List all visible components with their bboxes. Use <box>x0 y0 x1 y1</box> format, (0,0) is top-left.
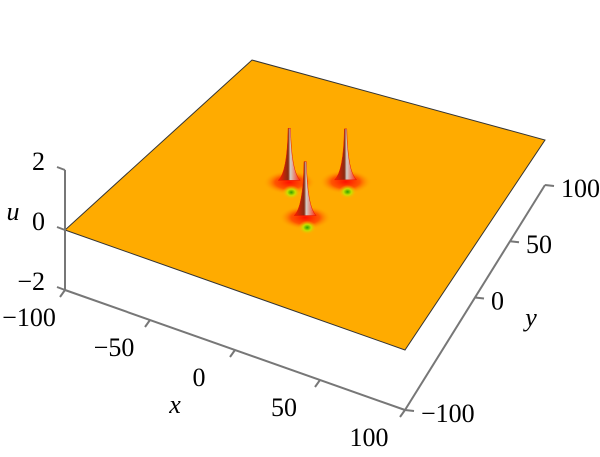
peak <box>277 127 301 181</box>
y-tick-label: 50 <box>526 230 552 259</box>
peak <box>333 128 358 181</box>
u-tick <box>56 286 66 291</box>
x-tick-label: 50 <box>271 393 297 422</box>
y-tick-label: −100 <box>421 399 475 428</box>
peak-dip <box>338 184 357 199</box>
x-tick-label: 0 <box>193 363 206 392</box>
y-tick <box>509 240 520 244</box>
peak <box>293 161 317 216</box>
u-tick-label: 0 <box>32 207 45 236</box>
y-tick-label: 100 <box>561 174 600 203</box>
y-tick <box>474 296 485 300</box>
x-tick <box>314 379 321 388</box>
peak-halo <box>319 169 372 194</box>
x-tick <box>229 349 236 358</box>
u-axis-label: u <box>7 197 20 226</box>
y-tick <box>404 409 415 412</box>
x-tick-label: −50 <box>94 333 135 362</box>
peak-dip <box>298 220 317 235</box>
x-tick <box>59 289 66 298</box>
x-tick <box>399 409 406 418</box>
x-axis-label: x <box>168 390 181 419</box>
u-tick-label: 2 <box>32 147 45 176</box>
u-tick <box>56 166 66 171</box>
u-tick-label: −2 <box>17 267 45 296</box>
x-tick <box>144 319 151 328</box>
u-tick <box>56 226 66 231</box>
y-tick-label: 0 <box>491 286 504 315</box>
x-tick-label: −100 <box>2 303 56 332</box>
y-tick <box>544 184 555 187</box>
peak-halo <box>279 205 332 230</box>
peak-dip <box>282 185 301 200</box>
x-tick-label: 100 <box>350 423 389 452</box>
y-axis-label: y <box>522 303 537 332</box>
